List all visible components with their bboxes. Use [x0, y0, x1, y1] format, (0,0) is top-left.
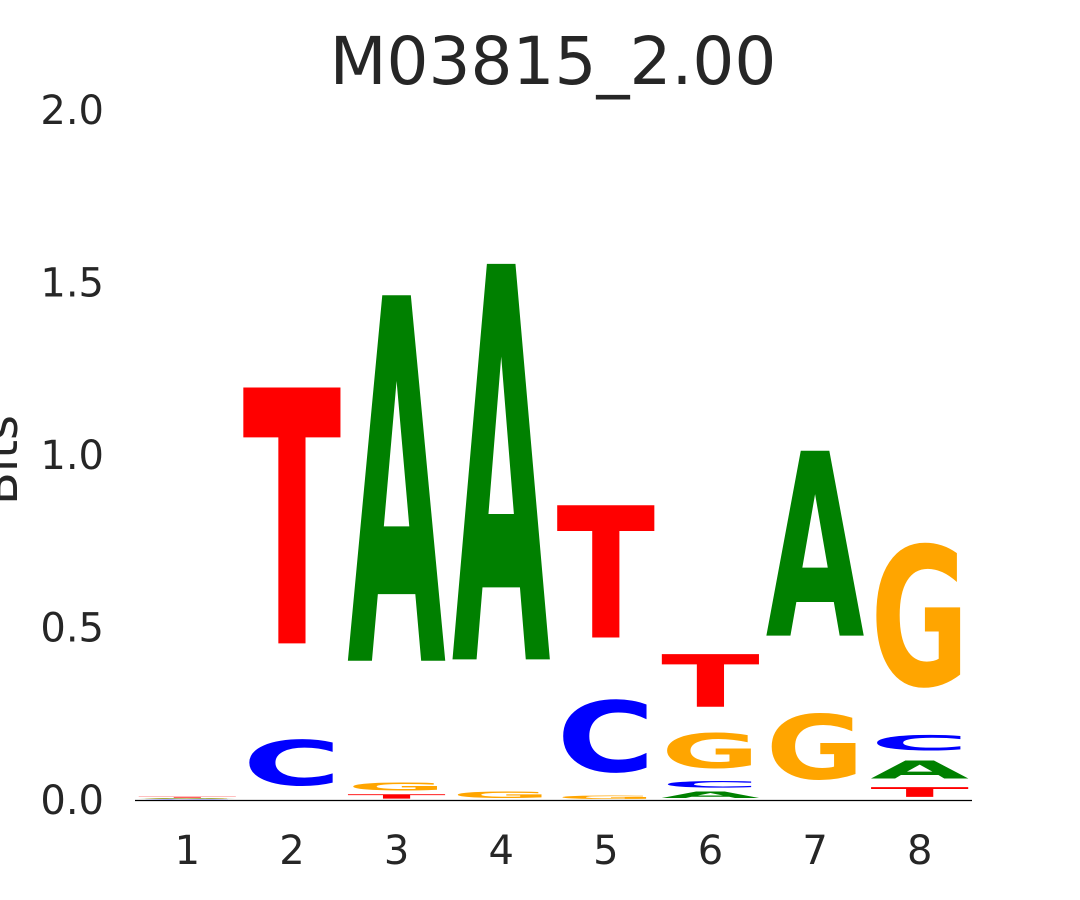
x-tick-label: 6	[698, 828, 723, 874]
logo-letter-G: G	[870, 508, 969, 731]
logo-letter-T: T	[661, 640, 760, 724]
letter-stack: GA	[452, 156, 552, 801]
chart-title: M03815_2.00	[330, 23, 777, 100]
letter-stack: TGA	[347, 197, 447, 800]
logo-letter-C: C	[661, 779, 760, 789]
logo-letter-C: C	[243, 728, 342, 800]
logo-letter-C: C	[557, 681, 656, 795]
logo-letter-G: G	[557, 795, 656, 800]
y-tick-label: 0.5	[40, 606, 104, 652]
logo-letter-A: A	[138, 799, 237, 800]
logo-letter-T: T	[138, 797, 237, 798]
x-tick-label: 1	[175, 828, 200, 874]
logo-letter-G: G	[452, 790, 551, 800]
letter-stack: CT	[243, 319, 342, 800]
y-tick-label: 1.0	[40, 433, 104, 479]
x-tick-label: 3	[384, 828, 409, 874]
logo-letter-T: T	[243, 319, 342, 727]
logo-letter-T: T	[870, 785, 969, 800]
x-tick-label: 4	[488, 828, 513, 874]
y-tick-label: 0.0	[40, 778, 104, 824]
x-tick-label: 7	[802, 828, 827, 874]
y-tick-label: 2.0	[40, 88, 104, 134]
y-axis-ticks: 0.0 0.5 1.0 1.5 2.0	[40, 88, 104, 824]
y-tick-label: 1.5	[40, 261, 104, 307]
letter-stack: GCT	[557, 469, 656, 800]
logo-letter-G: G	[766, 697, 865, 800]
x-tick-label: 8	[907, 828, 932, 874]
logo-letter-T: T	[347, 793, 446, 800]
logo-letter-A: A	[766, 402, 865, 696]
logo-letter-A: A	[452, 156, 552, 788]
logo-letter-A: A	[347, 197, 447, 780]
logo-letter-G: G	[661, 724, 760, 779]
y-axis-title: Bits	[0, 415, 29, 505]
logo-letter-C: C	[138, 799, 237, 800]
logo-letter-A: A	[661, 790, 760, 800]
letter-stack: GA	[766, 402, 865, 800]
logo-letter-C: C	[870, 731, 969, 755]
logo-letter-G: G	[347, 781, 446, 793]
logo-letter-T: T	[557, 469, 656, 680]
x-tick-label: 2	[279, 828, 304, 874]
x-tick-label: 5	[593, 828, 618, 874]
x-axis-ticks: 1 2 3 4 5 6 7 8	[175, 828, 933, 874]
logo-letter-A: A	[870, 755, 969, 784]
logo-letter-G: G	[138, 798, 237, 799]
